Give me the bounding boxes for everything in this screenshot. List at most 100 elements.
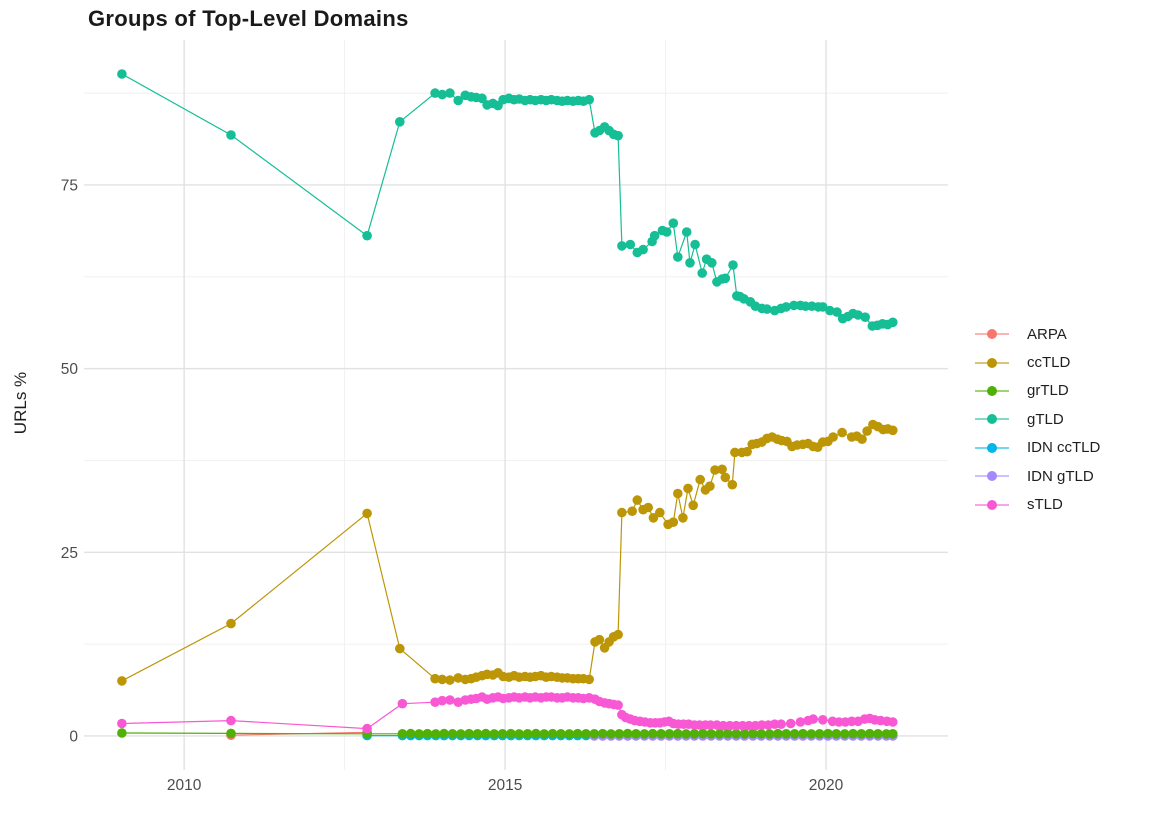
data-point-grTLD bbox=[531, 728, 541, 739]
data-point-gTLD bbox=[477, 93, 487, 104]
legend-label-grTLD: grTLD bbox=[1027, 382, 1069, 400]
data-point-ccTLD bbox=[695, 474, 705, 485]
legend-label-IDN-gTLD: IDN gTLD bbox=[1027, 467, 1094, 485]
data-point-ccTLD bbox=[395, 643, 405, 654]
data-point-grTLD bbox=[597, 728, 608, 739]
data-point-grTLD bbox=[698, 728, 708, 739]
data-point-grTLD bbox=[481, 728, 491, 739]
data-point-grTLD bbox=[664, 729, 675, 739]
data-point-grTLD bbox=[572, 728, 583, 739]
y-tick-label-25: 25 bbox=[61, 545, 78, 562]
data-point-gTLD bbox=[707, 258, 717, 268]
data-point-grTLD bbox=[564, 729, 575, 739]
legend-item-IDN-ccTLD: IDN ccTLD bbox=[975, 434, 1100, 462]
data-point-grTLD bbox=[539, 729, 549, 739]
data-point-grTLD bbox=[414, 729, 424, 739]
legend-marker-icon bbox=[975, 467, 1009, 485]
data-point-ccTLD bbox=[705, 481, 715, 492]
data-point-ccTLD bbox=[720, 472, 731, 483]
series-grTLD-points bbox=[117, 728, 898, 739]
data-point-ccTLD bbox=[717, 464, 727, 475]
data-point-ccTLD bbox=[688, 500, 698, 511]
x-tick-label-2015: 2015 bbox=[488, 777, 522, 794]
data-point-ccTLD bbox=[678, 513, 688, 523]
legend-item-grTLD: grTLD bbox=[975, 377, 1100, 405]
legend-label-IDN-ccTLD: IDN ccTLD bbox=[1027, 439, 1101, 457]
legend-marker-icon bbox=[975, 410, 1009, 428]
data-point-grTLD bbox=[506, 728, 516, 739]
data-point-sTLD bbox=[117, 718, 127, 729]
data-point-ccTLD bbox=[437, 674, 448, 685]
data-point-grTLD bbox=[447, 729, 458, 739]
legend-item-sTLD: sTLD bbox=[975, 490, 1100, 518]
data-point-grTLD bbox=[706, 729, 716, 739]
data-point-ccTLD bbox=[673, 488, 683, 499]
legend-label-ccTLD: ccTLD bbox=[1027, 354, 1071, 372]
data-point-grTLD bbox=[117, 728, 127, 738]
data-point-ccTLD bbox=[445, 675, 455, 685]
data-point-sTLD bbox=[362, 723, 372, 734]
data-point-ccTLD bbox=[617, 507, 627, 518]
data-point-grTLD bbox=[647, 728, 658, 739]
data-point-grTLD bbox=[748, 728, 758, 739]
data-point-grTLD bbox=[689, 729, 700, 739]
data-point-grTLD bbox=[439, 728, 449, 739]
data-point-grTLD bbox=[514, 729, 524, 739]
legend-item-ccTLD: ccTLD bbox=[975, 348, 1100, 376]
data-point-grTLD bbox=[723, 728, 733, 739]
series-gTLD-line bbox=[121, 73, 894, 327]
data-point-sTLD bbox=[776, 719, 786, 729]
data-point-gTLD bbox=[584, 94, 594, 105]
data-point-sTLD bbox=[808, 714, 818, 724]
data-point-ccTLD bbox=[117, 676, 127, 686]
legend-label-ARPA: ARPA bbox=[1027, 325, 1067, 343]
data-point-gTLD bbox=[762, 304, 772, 314]
data-point-grTLD bbox=[622, 728, 633, 739]
gridlines-major bbox=[84, 40, 948, 770]
data-point-gTLD bbox=[697, 268, 707, 278]
data-point-ccTLD bbox=[862, 426, 872, 436]
data-point-grTLD bbox=[226, 728, 236, 739]
data-point-grTLD bbox=[839, 729, 850, 739]
data-point-grTLD bbox=[756, 729, 766, 739]
y-tick-label-0: 0 bbox=[69, 728, 78, 745]
data-point-sTLD bbox=[226, 715, 236, 726]
series-gTLD bbox=[121, 73, 894, 327]
data-point-grTLD bbox=[405, 728, 416, 739]
data-point-gTLD bbox=[649, 230, 660, 241]
legend-marker-icon bbox=[975, 439, 1009, 457]
data-point-ccTLD bbox=[742, 446, 752, 457]
data-point-gTLD bbox=[681, 227, 692, 237]
data-point-grTLD bbox=[731, 729, 741, 739]
data-point-grTLD bbox=[848, 728, 858, 739]
data-point-sTLD bbox=[445, 695, 455, 705]
data-point-grTLD bbox=[856, 729, 867, 739]
data-point-gTLD bbox=[668, 218, 679, 228]
legend-marker-icon bbox=[975, 382, 1009, 400]
data-point-gTLD bbox=[453, 95, 464, 106]
data-point-sTLD bbox=[613, 700, 623, 710]
data-point-gTLD bbox=[781, 302, 791, 312]
data-point-grTLD bbox=[581, 729, 591, 739]
data-point-grTLD bbox=[681, 729, 691, 739]
data-point-grTLD bbox=[764, 729, 775, 739]
y-tick-label-50: 50 bbox=[61, 361, 79, 378]
data-point-grTLD bbox=[798, 728, 808, 739]
data-point-sTLD bbox=[888, 717, 898, 727]
data-point-ccTLD bbox=[648, 513, 659, 523]
data-point-sTLD bbox=[818, 715, 828, 725]
data-point-grTLD bbox=[614, 729, 625, 739]
data-point-gTLD bbox=[226, 130, 236, 140]
data-point-ccTLD bbox=[730, 447, 740, 458]
data-point-grTLD bbox=[422, 728, 433, 739]
legend-marker-icon bbox=[975, 354, 1009, 372]
gridlines-minor bbox=[84, 40, 948, 770]
legend: ARPA ccTLD grTLD gTLD IDN ccTLD IDN gTLD sTLD bbox=[975, 320, 1100, 519]
data-point-grTLD bbox=[873, 729, 883, 739]
data-point-sTLD bbox=[397, 698, 408, 709]
data-point-grTLD bbox=[631, 729, 641, 739]
data-point-grTLD bbox=[806, 729, 817, 739]
legend-label-sTLD: sTLD bbox=[1027, 496, 1063, 514]
